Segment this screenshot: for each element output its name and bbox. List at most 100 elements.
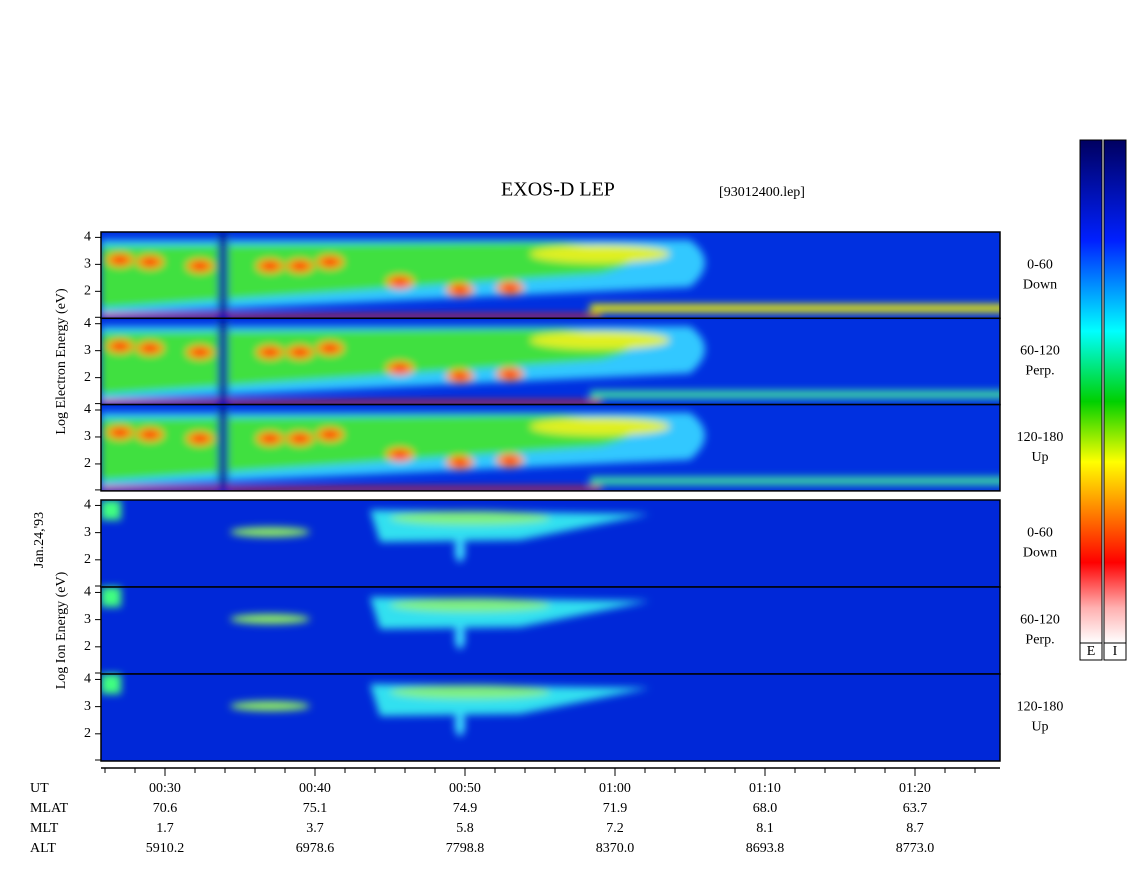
row-value: 8693.8 <box>746 841 785 856</box>
y-tick-label: 3 <box>84 429 91 444</box>
texture <box>394 364 406 373</box>
colorbar-label: E <box>1087 644 1096 659</box>
title: EXOS-D LEP <box>501 179 615 201</box>
row-value: 8370.0 <box>596 841 635 856</box>
spectrogram-texture <box>101 404 1000 491</box>
texture <box>324 344 336 353</box>
y-tick-label: 2 <box>84 639 91 654</box>
spectrogram-texture <box>101 674 650 736</box>
row-value: 74.9 <box>453 801 478 816</box>
panel-label: Perp. <box>1025 633 1054 648</box>
texture <box>590 476 1000 485</box>
y-axis-label: Log Ion Energy (eV) <box>54 571 69 689</box>
date: Jan.24,'93 <box>32 512 47 568</box>
row-label: ALT <box>30 841 56 856</box>
texture <box>390 511 550 525</box>
y-tick-label: 2 <box>84 726 91 741</box>
texture <box>394 278 406 286</box>
panel-label: Up <box>1031 720 1048 735</box>
texture <box>218 404 228 491</box>
texture <box>114 256 126 264</box>
y-tick-label: 3 <box>84 257 91 272</box>
y-tick-label: 4 <box>84 672 91 687</box>
row-value: 5910.2 <box>146 841 185 856</box>
row-value: 8.7 <box>906 821 924 836</box>
colorbar <box>1103 139 1127 644</box>
texture <box>114 342 126 351</box>
file-name: [93012400.lep] <box>719 185 805 200</box>
texture <box>194 348 206 357</box>
row-value: 6978.6 <box>296 841 335 856</box>
texture <box>101 486 601 491</box>
texture <box>504 370 516 379</box>
texture <box>101 314 601 319</box>
panel: 2 3 4 0-60 Down <box>84 230 1057 320</box>
y-tick-label: 3 <box>84 343 91 358</box>
texture <box>324 430 336 439</box>
y-tick-label: 2 <box>84 284 91 299</box>
texture <box>454 372 466 381</box>
texture <box>144 344 156 353</box>
texture <box>530 417 670 436</box>
row-value: 3.7 <box>306 821 324 836</box>
texture <box>218 232 228 319</box>
texture <box>504 456 516 465</box>
y-tick-label: 3 <box>84 525 91 540</box>
row-value: 68.0 <box>753 801 778 816</box>
texture <box>455 625 465 649</box>
row-value: 8.1 <box>756 821 774 836</box>
texture <box>144 430 156 439</box>
panel: 2 3 4 120-180 Up <box>84 672 1064 762</box>
panel-frame <box>100 403 1001 492</box>
row-label: UT <box>30 781 49 796</box>
panel: 2 3 4 60-120 Perp. <box>84 316 1060 406</box>
texture <box>294 262 306 270</box>
panel: 2 3 4 120-180 Up <box>84 402 1063 492</box>
spectrogram-texture <box>101 500 650 562</box>
row-value: 00:30 <box>149 781 181 796</box>
y-axis-label: Log Electron Energy (eV) <box>54 288 69 435</box>
y-tick-label: 2 <box>84 370 91 385</box>
texture <box>390 685 550 699</box>
row-value: 01:20 <box>899 781 931 796</box>
panel-label: 0-60 <box>1027 257 1053 272</box>
texture <box>264 434 276 443</box>
row-value: 75.1 <box>303 801 328 816</box>
texture <box>590 304 1000 313</box>
texture <box>101 674 121 694</box>
colorbar-label-box <box>1103 642 1127 661</box>
row-value: 01:00 <box>599 781 631 796</box>
texture <box>294 348 306 357</box>
panel-label: Up <box>1031 450 1048 465</box>
texture <box>101 500 121 520</box>
row-value: 00:50 <box>449 781 481 796</box>
spectrogram-texture <box>101 232 1000 319</box>
texture <box>504 284 516 292</box>
texture <box>230 527 310 537</box>
y-tick-label: 2 <box>84 456 91 471</box>
texture <box>264 348 276 357</box>
texture <box>101 414 632 481</box>
texture <box>101 328 632 395</box>
texture <box>590 390 1000 399</box>
colorbar <box>1079 139 1103 644</box>
colorbar-label-box <box>1079 642 1103 661</box>
panel: 2 3 4 0-60 Down <box>84 498 1057 588</box>
panel-label: Perp. <box>1025 364 1054 379</box>
texture <box>454 458 466 467</box>
row-value: 00:40 <box>299 781 331 796</box>
texture <box>530 245 670 263</box>
y-tick-label: 4 <box>84 585 91 600</box>
y-tick-label: 4 <box>84 402 91 417</box>
texture <box>324 258 336 266</box>
colorbar-label: I <box>1113 644 1118 659</box>
texture <box>454 286 466 294</box>
y-tick-label: 3 <box>84 612 91 627</box>
panel-label: 60-120 <box>1020 613 1060 628</box>
time-axis <box>101 767 1000 776</box>
texture <box>390 598 550 612</box>
panel-label: 120-180 <box>1017 700 1064 715</box>
texture <box>194 262 206 270</box>
row-value: 70.6 <box>153 801 178 816</box>
